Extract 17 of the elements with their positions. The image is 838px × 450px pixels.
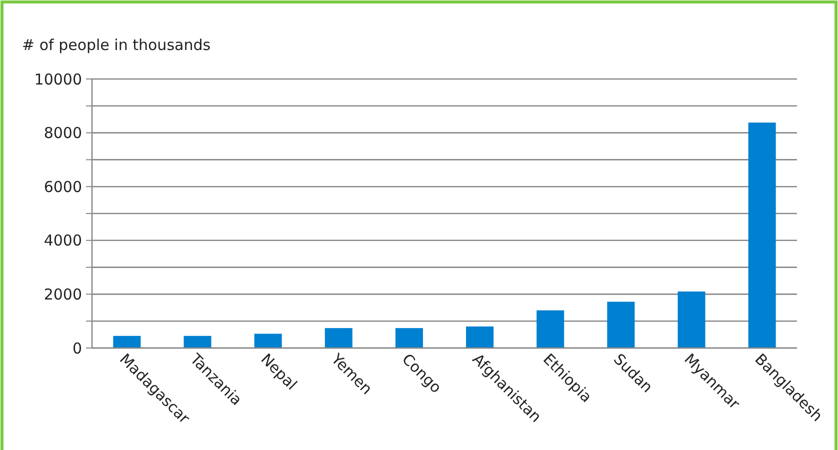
y-tick-label: 6000 — [44, 178, 82, 196]
bar — [184, 336, 212, 348]
bar — [678, 292, 706, 348]
y-axis-title: # of people in thousands — [22, 36, 211, 54]
bar — [748, 122, 776, 348]
bar — [466, 326, 494, 348]
bar — [113, 336, 141, 348]
bar — [607, 302, 635, 348]
bar — [324, 328, 352, 348]
y-tick-label: 2000 — [44, 285, 82, 304]
bar — [395, 328, 423, 348]
bar — [254, 334, 282, 348]
y-tick-label: 4000 — [44, 232, 82, 250]
bar — [536, 310, 564, 348]
y-tick-label: 10000 — [34, 70, 82, 88]
y-tick-label: 0 — [72, 339, 82, 358]
y-tick-label: 8000 — [44, 124, 82, 142]
